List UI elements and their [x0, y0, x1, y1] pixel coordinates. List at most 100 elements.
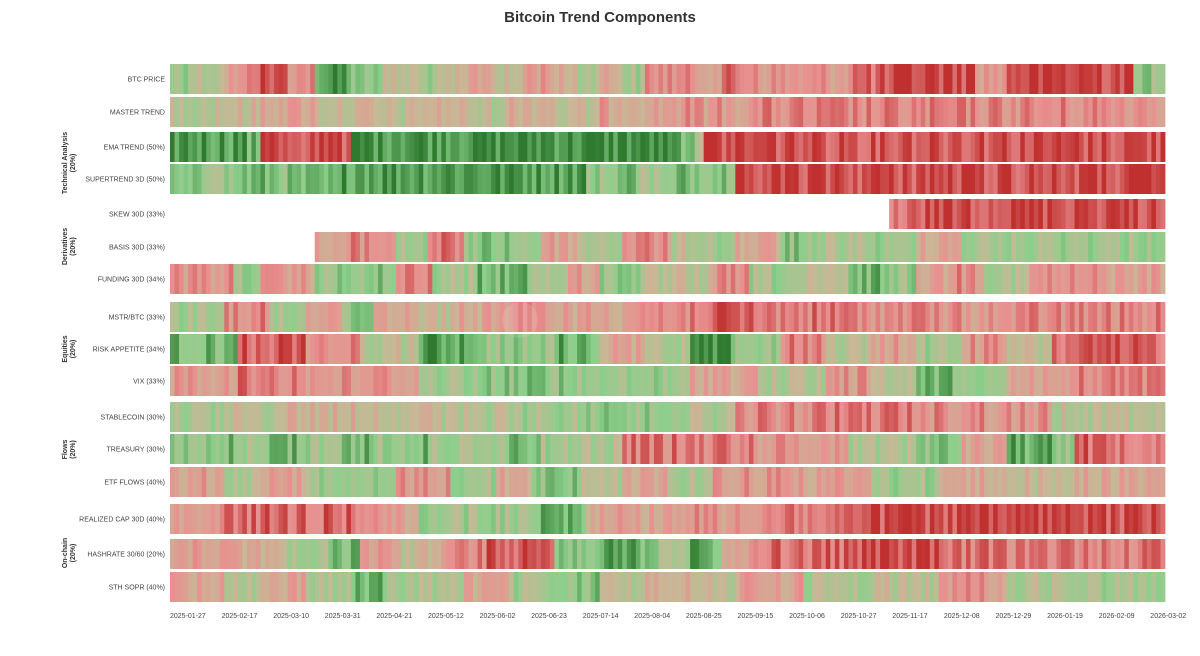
heatmap-cell	[1083, 334, 1089, 364]
heatmap-cell	[274, 97, 279, 127]
heatmap-cell	[301, 132, 307, 162]
heatmap-cell	[486, 366, 492, 396]
heatmap-cell	[409, 402, 415, 432]
heatmap-cell	[617, 467, 623, 497]
heatmap-cell	[672, 264, 677, 294]
heatmap-cell	[1070, 434, 1075, 464]
heatmap-row: BTC PRICE	[128, 64, 1166, 94]
heatmap-cell	[780, 434, 786, 464]
heatmap-cell	[581, 539, 587, 569]
heatmap-cell	[1137, 132, 1143, 162]
heatmap-cell	[1060, 64, 1066, 94]
heatmap-cell	[468, 334, 474, 364]
heatmap-cell	[898, 264, 904, 294]
heatmap-cell	[956, 402, 962, 432]
x-tick-label: 2025-06-02	[480, 613, 516, 620]
heatmap-cell	[762, 232, 768, 262]
heatmap-cell	[504, 164, 510, 194]
heatmap-cell	[206, 334, 212, 364]
heatmap-cell	[622, 572, 628, 602]
heatmap-cell	[518, 164, 524, 194]
heatmap-cell	[757, 504, 763, 534]
heatmap-cell	[961, 199, 967, 229]
heatmap-cell	[644, 164, 650, 194]
heatmap-cell	[703, 402, 709, 432]
heatmap-cell	[767, 467, 772, 497]
heatmap-cell	[681, 504, 686, 534]
heatmap-cell	[1124, 467, 1130, 497]
heatmap-cell	[414, 366, 420, 396]
heatmap-cell	[215, 504, 221, 534]
heatmap-cell	[1110, 302, 1116, 332]
heatmap-cell	[961, 467, 967, 497]
heatmap-cell	[246, 434, 252, 464]
heatmap-cell	[1128, 199, 1134, 229]
heatmap-cell	[482, 434, 487, 464]
heatmap-cell	[450, 572, 456, 602]
heatmap-cell	[961, 164, 967, 194]
heatmap-cell	[966, 402, 971, 432]
heatmap-cell	[350, 402, 356, 432]
heatmap-cell	[219, 572, 225, 602]
heatmap-cell	[907, 402, 913, 432]
heatmap-cell	[486, 572, 492, 602]
heatmap-cell	[436, 232, 442, 262]
row-label: VIX (33%)	[133, 379, 165, 386]
heatmap-cell	[934, 132, 940, 162]
heatmap-cell	[545, 132, 551, 162]
heatmap-cell	[1015, 232, 1021, 262]
heatmap-cell	[617, 572, 623, 602]
heatmap-cell	[369, 334, 374, 364]
heatmap-cell	[518, 264, 524, 294]
heatmap-cell	[658, 504, 664, 534]
heatmap-cell	[192, 539, 198, 569]
heatmap-cell	[581, 302, 587, 332]
heatmap-cell	[947, 402, 953, 432]
heatmap-cell	[662, 334, 668, 364]
heatmap-cell	[292, 504, 298, 534]
heatmap-cell	[1137, 539, 1143, 569]
heatmap-cell	[1155, 539, 1161, 569]
heatmap-cell	[500, 64, 506, 94]
heatmap-cell	[536, 434, 542, 464]
heatmap-cell	[1006, 334, 1012, 364]
heatmap-cell	[527, 539, 533, 569]
heatmap-cell	[961, 302, 967, 332]
heatmap-cell	[956, 164, 962, 194]
heatmap-cell	[310, 539, 316, 569]
heatmap-cell	[830, 402, 836, 432]
heatmap-cell	[373, 164, 379, 194]
heatmap-cell	[341, 402, 347, 432]
heatmap-cell	[979, 232, 985, 262]
heatmap-cell	[988, 232, 994, 262]
heatmap-cell	[767, 132, 772, 162]
heatmap-cell	[613, 302, 619, 332]
heatmap-cell	[396, 572, 402, 602]
heatmap-cell	[1038, 232, 1044, 262]
heatmap-cell	[459, 402, 465, 432]
heatmap-cell	[283, 132, 288, 162]
heatmap-cell	[1119, 64, 1125, 94]
heatmap-cell	[712, 164, 718, 194]
heatmap-cell	[1006, 132, 1012, 162]
heatmap-cell	[649, 97, 655, 127]
heatmap-cell	[843, 467, 849, 497]
heatmap-cell	[359, 572, 365, 602]
heatmap-cell	[274, 572, 279, 602]
heatmap-cell	[1110, 539, 1116, 569]
heatmap-cell	[337, 434, 343, 464]
heatmap-cell	[246, 504, 252, 534]
heatmap-cell	[798, 572, 804, 602]
heatmap-cell	[188, 164, 194, 194]
heatmap-cell	[1088, 264, 1094, 294]
heatmap-cell	[445, 164, 451, 194]
heatmap-cell	[816, 366, 822, 396]
heatmap-cell	[454, 64, 460, 94]
heatmap-cell	[1137, 232, 1143, 262]
heatmap-cell	[396, 467, 402, 497]
heatmap-cell	[694, 334, 700, 364]
heatmap-cell	[1002, 366, 1008, 396]
heatmap-cell	[947, 504, 953, 534]
heatmap-cell	[997, 366, 1003, 396]
heatmap-cell	[1002, 97, 1008, 127]
